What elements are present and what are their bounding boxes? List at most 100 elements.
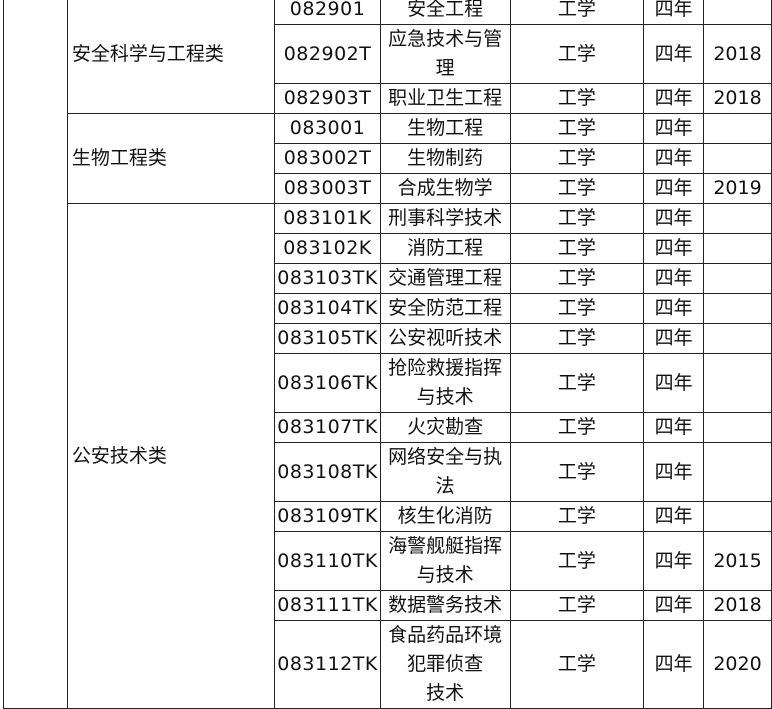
table-row: 083109TK 核生化消防 工学 四年 — [4, 501, 772, 532]
major-code-cell: 083104TK — [274, 293, 381, 324]
major-code-cell: 083110TK — [274, 531, 381, 591]
major-code-cell: 082902T — [274, 24, 381, 84]
duration-cell: 四年 — [643, 233, 705, 264]
table-row: 082903T 职业卫生工程 工学 四年 2018 — [4, 83, 772, 114]
category-cell: 安全科学与工程类 — [66, 0, 276, 114]
duration-cell: 四年 — [643, 590, 705, 621]
discipline-cell: 工学 — [509, 323, 645, 354]
discipline-cell: 工学 — [509, 143, 645, 174]
year-cell: 2019 — [703, 173, 772, 204]
table-row: 083107TK 火灾勘查 工学 四年 — [4, 412, 772, 443]
duration-cell: 四年 — [643, 501, 705, 532]
year-cell — [703, 293, 772, 324]
year-cell: 2018 — [703, 83, 772, 114]
table-row: 083102K 消防工程 工学 四年 — [4, 233, 772, 264]
major-code-cell: 083001 — [274, 113, 381, 144]
major-name-cell: 合成生物学 — [379, 173, 511, 204]
majors-table: 安全科学与工程类 082901 安全工程 工学 四年 082902T 应急技术与管 理工学四… — [3, 0, 772, 709]
major-name-cell: 抢险救援指挥 与技术 — [379, 353, 511, 413]
discipline-cell: 工学 — [509, 203, 645, 234]
year-cell — [703, 412, 772, 443]
discipline-cell: 工学 — [509, 263, 645, 294]
duration-cell: 四年 — [643, 620, 705, 709]
year-cell — [703, 143, 772, 174]
duration-cell: 四年 — [643, 113, 705, 144]
major-code-cell: 083102K — [274, 233, 381, 264]
major-code-cell: 083002T — [274, 143, 381, 174]
discipline-cell: 工学 — [509, 233, 645, 264]
duration-cell: 四年 — [643, 24, 705, 84]
table-row: 083111TK 数据警务技术 工学 四年 2018 — [4, 590, 772, 621]
discipline-cell: 工学 — [509, 173, 645, 204]
duration-cell: 四年 — [643, 0, 705, 25]
major-code-cell: 082901 — [274, 0, 381, 25]
discipline-cell: 工学 — [509, 0, 645, 25]
duration-cell: 四年 — [643, 173, 705, 204]
table-row: 082902T 应急技术与管 理工学 四年 2018 — [4, 24, 772, 84]
table-row: 083103TK 交通管理工程 工学 四年 — [4, 263, 772, 294]
duration-cell: 四年 — [643, 412, 705, 443]
major-code-cell: 083107TK — [274, 412, 381, 443]
year-cell — [703, 501, 772, 532]
major-code-cell: 083103TK — [274, 263, 381, 294]
duration-cell: 四年 — [643, 263, 705, 294]
major-name-cell: 安全工程 — [379, 0, 511, 25]
duration-cell: 四年 — [643, 143, 705, 174]
category-cell: 生物工程类 — [66, 113, 276, 204]
table-row: 083003T 合成生物学 工学 四年 2019 — [4, 173, 772, 204]
year-cell — [703, 113, 772, 144]
major-name-cell: 食品药品环境 犯罪侦查 技术 — [379, 620, 511, 709]
major-code-cell: 083106TK — [274, 353, 381, 413]
year-cell: 2020 — [703, 620, 772, 709]
major-name-cell: 网络安全与执 法 — [379, 442, 511, 502]
major-name-cell: 职业卫生工程 — [379, 83, 511, 114]
major-name-cell: 核生化消防 — [379, 501, 511, 532]
major-name-cell: 安全防范工程 — [379, 293, 511, 324]
major-name-cell: 应急技术与管 理 — [379, 24, 511, 84]
major-code-cell: 083105TK — [274, 323, 381, 354]
category-cell: 公安技术类 — [66, 203, 276, 709]
major-code-cell: 083111TK — [274, 590, 381, 621]
duration-cell: 四年 — [643, 203, 705, 234]
duration-cell: 四年 — [643, 353, 705, 413]
discipline-cell: 工学 — [509, 620, 645, 709]
major-name-cell: 生物制药 — [379, 143, 511, 174]
major-code-cell: 083003T — [274, 173, 381, 204]
discipline-cell: 工学 — [509, 590, 645, 621]
year-cell — [703, 442, 772, 502]
duration-cell: 四年 — [643, 83, 705, 114]
major-name-cell: 公安视听技术 — [379, 323, 511, 354]
table-row: 083108TK 网络安全与执 法工学 四年 — [4, 442, 772, 502]
year-cell — [703, 323, 772, 354]
major-code-cell: 082903T — [274, 83, 381, 114]
year-cell: 2015 — [703, 531, 772, 591]
major-name-cell: 交通管理工程 — [379, 263, 511, 294]
discipline-cell: 工学 — [509, 24, 645, 84]
major-name-cell: 生物工程 — [379, 113, 511, 144]
table-body: 安全科学与工程类 082901 安全工程 工学 四年 082902T 应急技术与管 理工学四… — [3, 0, 772, 709]
duration-cell: 四年 — [643, 323, 705, 354]
discipline-cell: 工学 — [509, 412, 645, 443]
discipline-cell: 工学 — [509, 293, 645, 324]
year-cell: 2018 — [703, 590, 772, 621]
duration-cell: 四年 — [643, 531, 705, 591]
year-cell — [703, 203, 772, 234]
year-cell — [703, 0, 772, 25]
discipline-cell: 工学 — [509, 442, 645, 502]
discipline-cell: 工学 — [509, 531, 645, 591]
discipline-cell: 工学 — [509, 353, 645, 413]
duration-cell: 四年 — [643, 442, 705, 502]
major-code-cell: 083108TK — [274, 442, 381, 502]
blank-column-cell — [3, 0, 68, 709]
year-cell — [703, 353, 772, 413]
major-code-cell: 083112TK — [274, 620, 381, 709]
major-name-cell: 刑事科学技术 — [379, 203, 511, 234]
year-cell: 2018 — [703, 24, 772, 84]
table-row: 安全科学与工程类 082901 安全工程 工学 四年 — [3, 0, 772, 709]
major-name-cell: 消防工程 — [379, 233, 511, 264]
major-code-cell: 083101K — [274, 203, 381, 234]
table-row: 生物工程类 083001 生物工程 工学 四年 — [4, 113, 772, 204]
major-name-cell: 火灾勘查 — [379, 412, 511, 443]
major-name-cell: 海警舰艇指挥 与技术 — [379, 531, 511, 591]
duration-cell: 四年 — [643, 293, 705, 324]
